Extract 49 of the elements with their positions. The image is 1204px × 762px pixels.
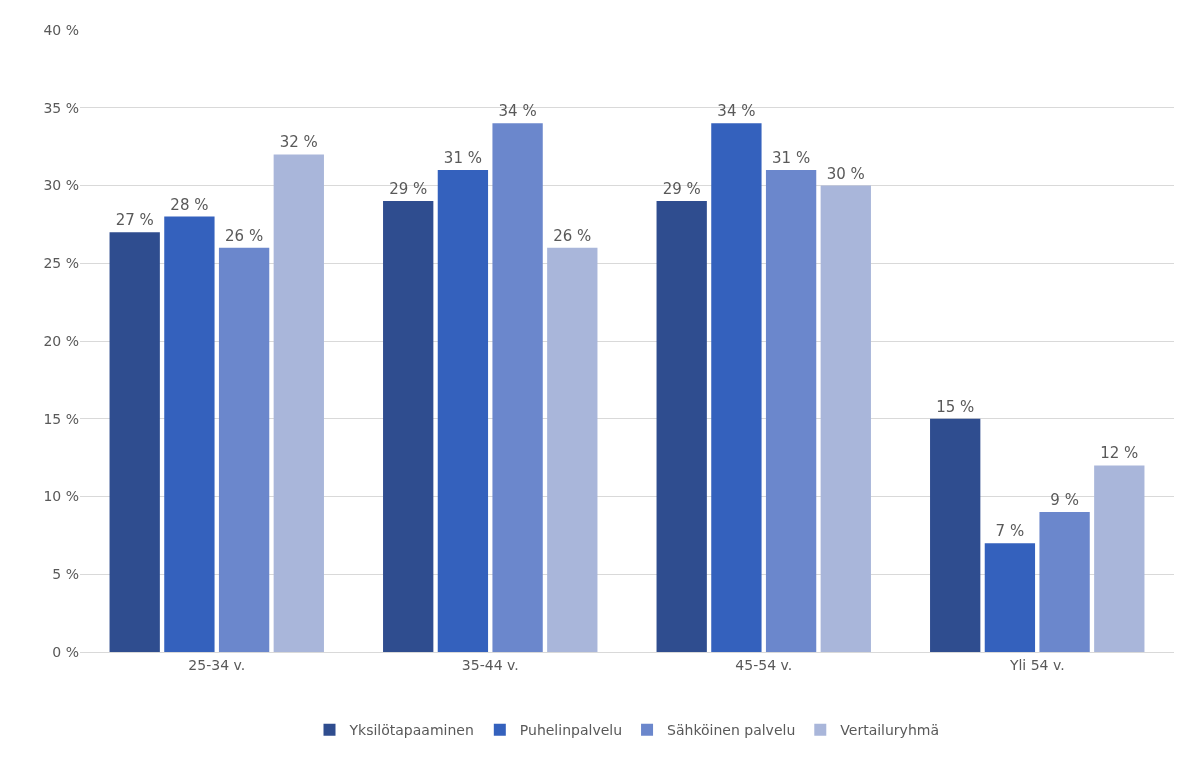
bar — [547, 247, 598, 652]
bar — [765, 169, 817, 652]
data-label: 30 % — [826, 164, 865, 183]
bar — [820, 185, 871, 652]
y-tick-label: 30 % — [43, 177, 79, 194]
bar — [656, 201, 707, 652]
legend-label: Vertailuryhmä — [840, 722, 939, 739]
bar — [492, 123, 543, 652]
y-tick-label: 35 % — [43, 99, 79, 116]
bar — [930, 418, 981, 652]
data-label: 9 % — [1050, 491, 1079, 510]
bar — [383, 201, 434, 652]
data-label: 27 % — [115, 211, 154, 230]
bar — [1039, 512, 1090, 652]
legend-label: Puhelinpalvelu — [519, 722, 623, 739]
data-label: 34 % — [498, 102, 537, 121]
data-label: 31 % — [443, 148, 482, 167]
legend-label: Yksilötapaaminen — [348, 722, 474, 739]
y-tick-label: 40 % — [43, 21, 79, 38]
data-label: 12 % — [1100, 444, 1139, 463]
x-tick-label: 45-54 v. — [735, 656, 793, 673]
y-tick-label: 5 % — [52, 566, 79, 583]
data-label: 32 % — [279, 133, 318, 152]
y-tick-label: 25 % — [43, 255, 79, 272]
data-label: 26 % — [553, 226, 592, 245]
data-label: 28 % — [170, 195, 209, 214]
bar — [109, 232, 160, 652]
bar — [984, 543, 1036, 652]
y-tick-label: 20 % — [43, 332, 79, 349]
data-label: 31 % — [772, 148, 811, 167]
bar — [711, 123, 762, 652]
data-label: 26 % — [225, 226, 264, 245]
bar — [218, 247, 270, 652]
bar — [437, 169, 489, 652]
bar — [273, 154, 324, 652]
data-label: 15 % — [936, 397, 975, 416]
y-tick-label: 15 % — [43, 410, 79, 427]
y-tick-label: 10 % — [43, 488, 79, 505]
legend-label: Sähköinen palvelu — [667, 722, 796, 739]
data-label: 34 % — [717, 102, 756, 121]
x-tick-label: Yli 54 v. — [1008, 656, 1065, 673]
data-label: 29 % — [662, 180, 701, 199]
x-tick-label: 25-34 v. — [188, 656, 246, 673]
x-tick-label: 35-44 v. — [461, 656, 519, 673]
data-label: 7 % — [995, 522, 1025, 541]
data-label: 29 % — [389, 180, 428, 199]
bar — [164, 216, 215, 652]
bar — [1094, 465, 1145, 652]
y-tick-label: 0 % — [52, 643, 79, 660]
